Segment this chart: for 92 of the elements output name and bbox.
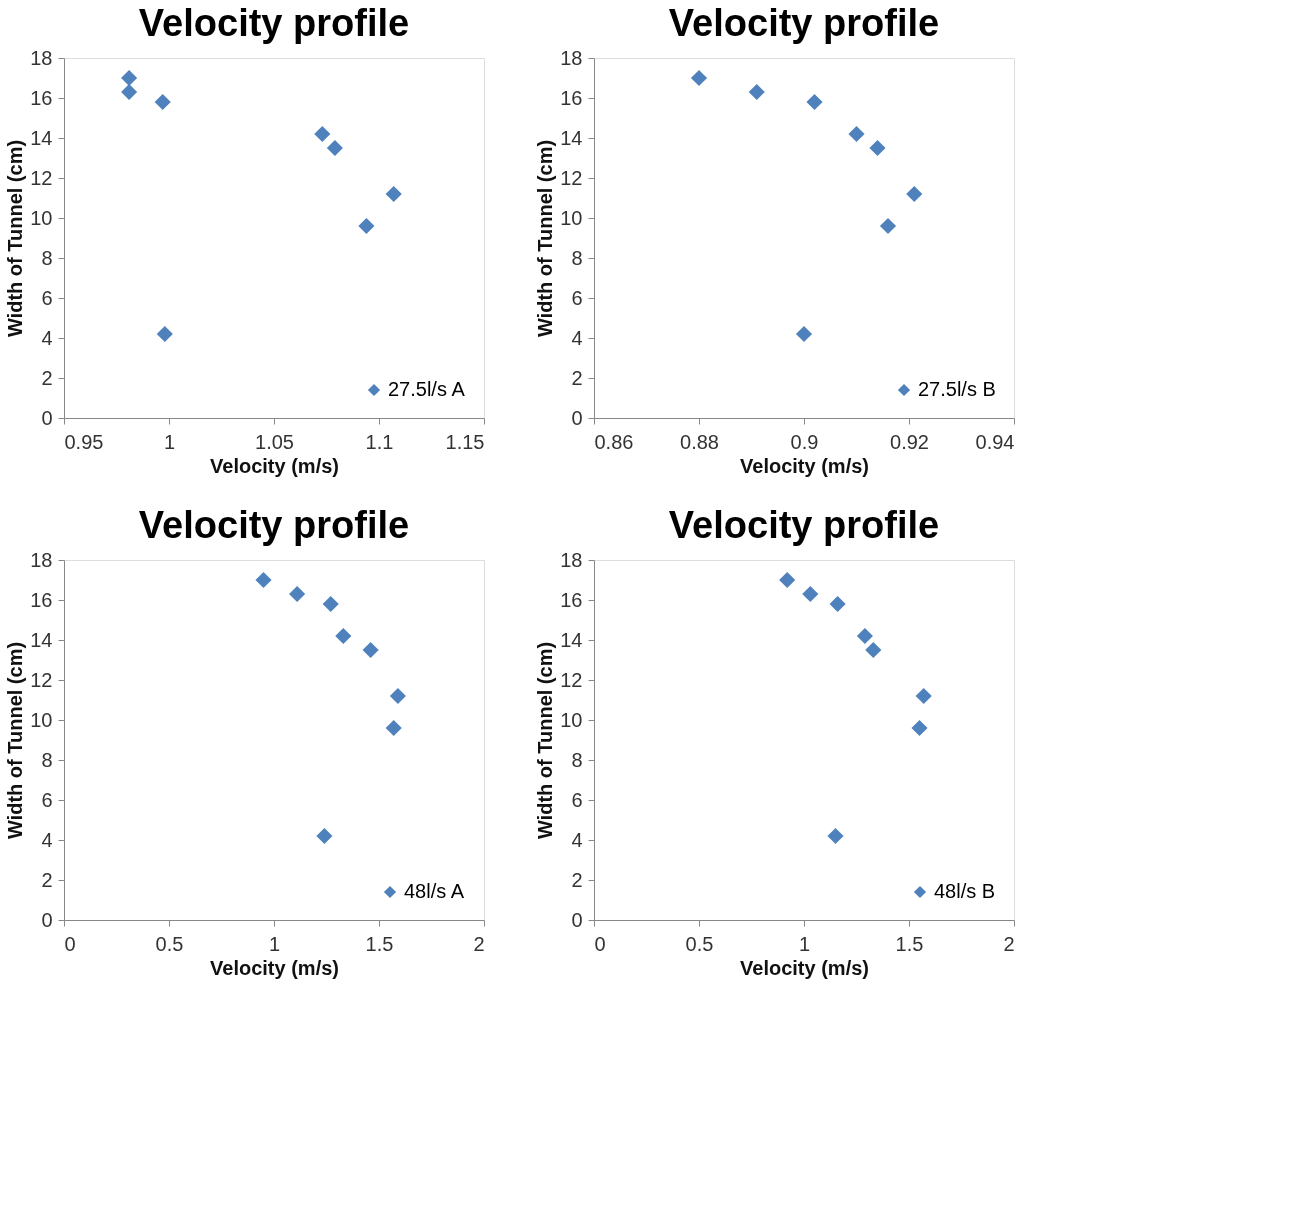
- x-tick-label: 0.5: [155, 932, 184, 955]
- y-tick-label: 4: [571, 828, 583, 851]
- chart-title: Velocity profile: [138, 2, 410, 44]
- x-tick-label: 1: [268, 932, 281, 955]
- point: [335, 627, 352, 645]
- y-tick-label: 4: [571, 326, 583, 349]
- point: [289, 585, 306, 603]
- point: [827, 827, 844, 845]
- legend-label: 27.5l/s A: [388, 378, 466, 400]
- x-axis-title: Velocity (m/s): [210, 956, 339, 979]
- x-tick-label: 1.1: [365, 430, 394, 453]
- x-tick-label: 1.5: [365, 932, 394, 955]
- y-tick-label: 18: [30, 548, 53, 571]
- point: [829, 595, 846, 613]
- y-tick-label: 10: [560, 206, 583, 229]
- legend-label: 27.5l/s B: [918, 378, 996, 400]
- y-tick-label: 12: [560, 166, 583, 189]
- x-tick-label: 0.95: [64, 430, 104, 453]
- x-tick-label: 0.5: [685, 932, 714, 955]
- y-tick-label: 4: [41, 326, 53, 349]
- x-tick-label: 0.92: [890, 430, 929, 453]
- point: [915, 687, 932, 705]
- y-tick-label: 16: [30, 588, 53, 611]
- y-tick-label: 10: [30, 206, 53, 229]
- legend-label: 48l/s A: [404, 880, 465, 902]
- y-tick-label: 12: [30, 668, 53, 691]
- point: [911, 719, 928, 737]
- y-tick-label: 4: [41, 828, 53, 851]
- y-tick-label: 8: [41, 246, 53, 269]
- x-tick-label: 0.86: [594, 430, 634, 453]
- y-tick-label: 6: [571, 286, 583, 309]
- x-axis-title: Velocity (m/s): [740, 454, 869, 477]
- chart-title: Velocity profile: [668, 2, 940, 44]
- x-tick-label: 0: [594, 932, 606, 955]
- point: [865, 641, 882, 659]
- y-tick-label: 18: [560, 46, 583, 69]
- y-tick-label: 2: [571, 366, 583, 389]
- y-tick-label: 10: [560, 708, 583, 731]
- x-tick-label: 0.88: [680, 430, 719, 453]
- x-axis-title: Velocity (m/s): [740, 956, 869, 979]
- point: [779, 571, 796, 589]
- y-tick-label: 10: [30, 708, 53, 731]
- y-tick-label: 6: [41, 286, 53, 309]
- y-tick-label: 2: [571, 868, 583, 891]
- x-tick-label: 1: [798, 932, 811, 955]
- y-tick-label: 2: [41, 868, 53, 891]
- x-tick-label: 1.05: [255, 430, 294, 453]
- point: [362, 641, 379, 659]
- x-tick-label: 0.94: [975, 430, 1015, 453]
- point: [255, 571, 272, 589]
- y-axis-title: Width of Tunnel (cm): [534, 139, 557, 338]
- point: [389, 687, 406, 705]
- y-tick-label: 14: [30, 628, 53, 651]
- y-tick-label: 16: [560, 86, 583, 109]
- x-axis-title: Velocity (m/s): [210, 454, 339, 477]
- y-tick-label: 0: [571, 406, 583, 429]
- y-tick-label: 6: [571, 788, 583, 811]
- x-tick-label: 0: [64, 932, 76, 955]
- y-tick-label: 14: [560, 126, 583, 149]
- point: [316, 827, 333, 845]
- y-axis-title: Width of Tunnel (cm): [4, 641, 27, 840]
- y-tick-label: 8: [571, 748, 583, 771]
- point: [856, 627, 873, 645]
- x-tick-label: 1.5: [895, 932, 924, 955]
- x-tick-label: 0.9: [790, 430, 819, 453]
- y-tick-label: 6: [41, 788, 53, 811]
- y-axis-title: Width of Tunnel (cm): [534, 641, 557, 840]
- y-tick-label: 12: [30, 166, 53, 189]
- y-tick-label: 14: [30, 126, 53, 149]
- point: [322, 595, 339, 613]
- y-tick-label: 14: [560, 628, 583, 651]
- chart-title: Velocity profile: [668, 504, 940, 546]
- y-tick-label: 8: [41, 748, 53, 771]
- point: [385, 719, 402, 737]
- y-tick-label: 18: [30, 46, 53, 69]
- y-tick-label: 12: [560, 668, 583, 691]
- legend-label: 48l/s B: [934, 880, 996, 902]
- x-tick-label: 1: [163, 430, 176, 453]
- y-tick-label: 0: [41, 908, 53, 931]
- y-tick-label: 2: [41, 366, 53, 389]
- point: [802, 585, 819, 603]
- x-tick-label: 2: [473, 932, 485, 955]
- y-tick-label: 0: [41, 406, 53, 429]
- y-tick-label: 8: [571, 246, 583, 269]
- chart-title: Velocity profile: [138, 504, 410, 546]
- y-tick-label: 0: [571, 908, 583, 931]
- y-axis-title: Width of Tunnel (cm): [4, 139, 27, 338]
- y-tick-label: 18: [560, 548, 583, 571]
- x-tick-label: 1.15: [445, 430, 485, 453]
- y-tick-label: 16: [30, 86, 53, 109]
- y-tick-label: 16: [560, 588, 583, 611]
- x-tick-label: 2: [1003, 932, 1015, 955]
